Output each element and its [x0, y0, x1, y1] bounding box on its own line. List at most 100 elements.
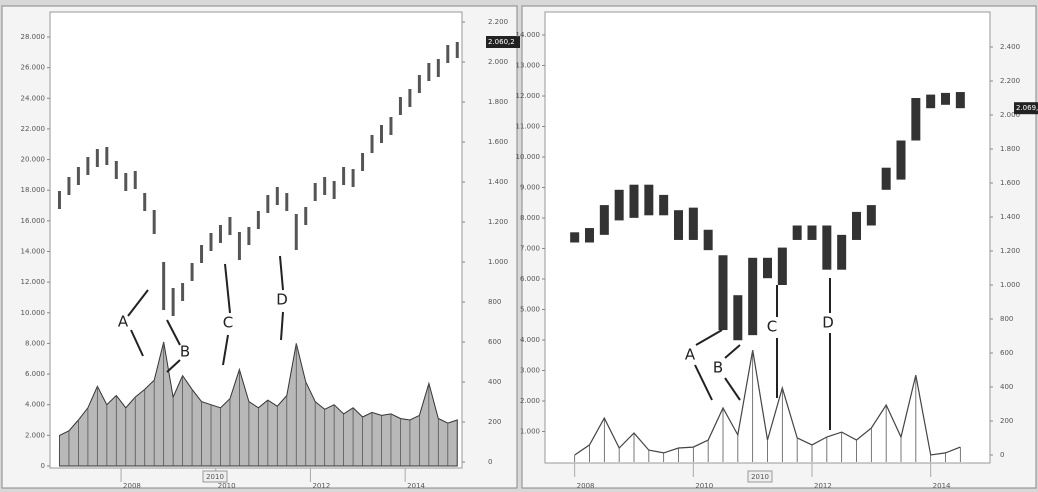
period-label: 2010 — [751, 473, 769, 481]
annotation-line — [724, 377, 741, 401]
x-tick-label: 2012 — [312, 482, 330, 490]
annotation-line — [127, 289, 149, 317]
last-price-label: 2.060,2 — [488, 38, 515, 46]
y-tick-label: 14.000 — [516, 31, 541, 39]
y2-tick-label: 800 — [1000, 315, 1013, 323]
y2-tick-label: 400 — [1000, 383, 1013, 391]
y-tick-label: 26.000 — [21, 64, 46, 72]
annotation-line — [280, 311, 284, 341]
y-tick-label: 16.000 — [21, 217, 46, 225]
price-candle — [703, 229, 713, 251]
x-tick-label: 2014 — [933, 482, 951, 490]
y-tick-label: 6.000 — [25, 370, 45, 378]
y2-tick-label: 200 — [1000, 417, 1013, 425]
x-tick-label: 2012 — [814, 482, 832, 490]
y2-tick-label: 2.000 — [1000, 111, 1020, 119]
y2-tick-label: 2.200 — [1000, 77, 1020, 85]
x-tick-label: 2008 — [577, 482, 595, 490]
y2-tick-label: 1.600 — [1000, 179, 1020, 187]
price-candle — [763, 257, 772, 279]
annotation: B — [180, 343, 190, 361]
price-candle — [718, 255, 728, 331]
price-candle — [822, 225, 832, 270]
annotation-line — [695, 329, 723, 346]
annotation-line — [166, 319, 181, 346]
price-candle — [614, 189, 624, 221]
y-tick-label: 22.000 — [21, 125, 46, 133]
y-tick-label: 24.000 — [21, 94, 46, 102]
y2-tick-label: 1.000 — [1000, 281, 1020, 289]
y2-tick-label: 1.400 — [488, 178, 508, 186]
right-plot — [544, 11, 991, 464]
last-price-box — [1014, 102, 1038, 115]
volume-line — [574, 349, 961, 456]
price-candle — [866, 205, 876, 226]
y-tick-label: 20.000 — [21, 156, 46, 164]
annotation: A — [118, 313, 129, 331]
x-tick-label: 2014 — [407, 482, 425, 490]
y-tick-label: 2.000 — [520, 397, 540, 405]
annotation: D — [276, 291, 288, 309]
y-tick-label: 12.000 — [516, 92, 541, 100]
x-tick-label: 2010 — [218, 482, 236, 490]
annotation: A — [685, 346, 696, 364]
price-candle — [852, 211, 861, 240]
left-plot — [49, 11, 463, 469]
y-tick-label: 1.000 — [520, 428, 540, 436]
price-candle — [911, 98, 921, 141]
y2-tick-label: 1.200 — [488, 218, 508, 226]
y2-tick-label: 0 — [1000, 451, 1004, 459]
annotation-line — [724, 344, 741, 359]
y2-tick-label: 800 — [488, 298, 501, 306]
y-tick-label: 6.000 — [520, 275, 540, 283]
y2-tick-label: 0 — [488, 458, 492, 466]
y-tick-label: 4.000 — [520, 336, 540, 344]
price-candle — [688, 207, 698, 240]
price-candle — [748, 257, 758, 336]
y2-tick-label: 2.200 — [488, 18, 508, 26]
y-tick-label: 28.000 — [21, 33, 46, 41]
y2-tick-label: 600 — [488, 338, 501, 346]
y-tick-label: 18.000 — [21, 186, 46, 194]
price-candle — [792, 225, 802, 240]
y-tick-label: 13.000 — [516, 62, 541, 70]
y-tick-label: 10.000 — [516, 153, 541, 161]
y-tick-label: 3.000 — [520, 367, 540, 375]
price-candle — [585, 228, 594, 243]
annotation-line — [130, 329, 144, 357]
y2-tick-label: 1.800 — [1000, 145, 1020, 153]
y2-tick-label: 200 — [488, 418, 501, 426]
y-tick-label: 9.000 — [520, 184, 540, 192]
price-candle — [807, 225, 817, 240]
period-box — [202, 470, 228, 483]
annotation-line — [694, 364, 713, 401]
price-candle — [926, 94, 936, 109]
annotation: D — [822, 314, 834, 332]
y2-tick-label: 600 — [1000, 349, 1013, 357]
x-tick-label: 2010 — [695, 482, 713, 490]
y2-tick-label: 2.000 — [488, 58, 508, 66]
price-candle — [644, 184, 654, 216]
price-candle — [896, 140, 906, 180]
price-candle — [659, 194, 669, 216]
volume-area — [58, 341, 458, 467]
annotation-line — [279, 255, 284, 291]
annotation-line — [224, 263, 231, 314]
price-candle — [941, 92, 950, 105]
y2-tick-label: 1.600 — [488, 138, 508, 146]
x-tick-label: 2008 — [123, 482, 141, 490]
y-tick-label: 7.000 — [520, 245, 540, 253]
y2-tick-label: 1.400 — [1000, 213, 1020, 221]
y-tick-label: 11.000 — [516, 123, 541, 131]
y-tick-label: 0 — [41, 462, 45, 470]
price-candle — [777, 247, 787, 285]
price-candle — [837, 234, 847, 270]
y-tick-label: 14.000 — [21, 248, 46, 256]
annotation-line — [222, 334, 229, 366]
price-candle — [599, 205, 609, 235]
annotation: C — [223, 314, 233, 332]
last-price-label: 2.069,25 — [1016, 104, 1038, 112]
price-candle — [570, 232, 580, 243]
y-tick-label: 8.000 — [520, 214, 540, 222]
